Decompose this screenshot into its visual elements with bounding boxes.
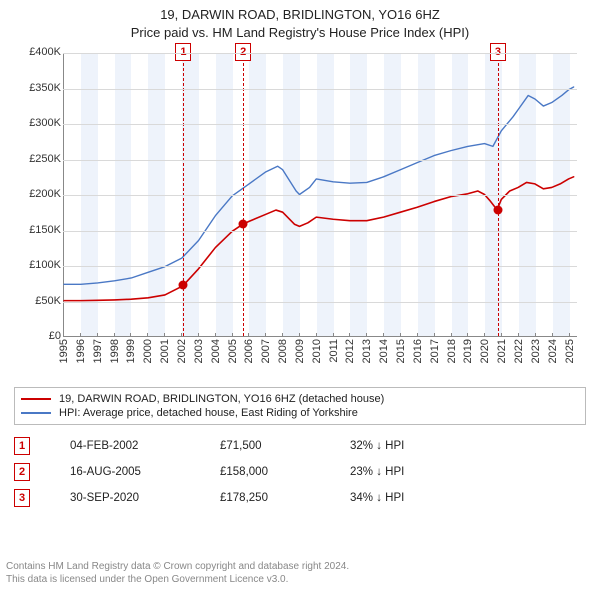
x-tick-label: 2025: [564, 339, 576, 363]
legend-label-property: 19, DARWIN ROAD, BRIDLINGTON, YO16 6HZ (…: [59, 393, 384, 405]
x-tick-label: 1999: [125, 339, 137, 363]
sale-marker: [239, 219, 248, 228]
x-tick-label: 2004: [210, 339, 222, 363]
legend: 19, DARWIN ROAD, BRIDLINGTON, YO16 6HZ (…: [14, 387, 586, 425]
y-tick-label: £300K: [29, 117, 61, 129]
gridline: [63, 266, 577, 267]
sale-row-flag: 2: [14, 463, 30, 481]
gridline: [63, 231, 577, 232]
legend-swatch-hpi: [21, 412, 51, 414]
gridline: [63, 160, 577, 161]
sale-row-diff: 32% ↓ HPI: [350, 440, 404, 452]
title-line-1: 19, DARWIN ROAD, BRIDLINGTON, YO16 6HZ: [0, 6, 600, 24]
legend-label-hpi: HPI: Average price, detached house, East…: [59, 407, 358, 419]
x-tick-label: 2017: [429, 339, 441, 363]
y-tick-label: £50K: [35, 295, 61, 307]
sale-flag: 3: [490, 43, 506, 61]
y-tick-label: £400K: [29, 46, 61, 58]
sale-row-price: £178,250: [220, 492, 310, 504]
sale-flag: 1: [175, 43, 191, 61]
footnote-line-2: This data is licensed under the Open Gov…: [6, 574, 594, 587]
x-tick-label: 2023: [530, 339, 542, 363]
legend-row-property: 19, DARWIN ROAD, BRIDLINGTON, YO16 6HZ (…: [21, 392, 579, 406]
price-chart: 123 £0£50K£100K£150K£200K£250K£300K£350K…: [15, 45, 585, 385]
sale-row-diff: 23% ↓ HPI: [350, 466, 404, 478]
gridline: [63, 302, 577, 303]
x-tick-label: 2022: [513, 339, 525, 363]
x-tick-label: 2018: [446, 339, 458, 363]
title-line-2: Price paid vs. HM Land Registry's House …: [0, 24, 600, 42]
x-tick-label: 2002: [176, 339, 188, 363]
legend-row-hpi: HPI: Average price, detached house, East…: [21, 406, 579, 420]
sale-row-date: 16-AUG-2005: [70, 466, 180, 478]
x-tick-label: 2009: [294, 339, 306, 363]
x-tick-label: 2016: [412, 339, 424, 363]
x-tick-label: 2019: [462, 339, 474, 363]
y-tick-label: £100K: [29, 259, 61, 271]
x-tick-label: 2011: [328, 339, 340, 363]
sale-flag: 2: [235, 43, 251, 61]
sale-row-price: £71,500: [220, 440, 310, 452]
x-tick-label: 1998: [109, 339, 121, 363]
sale-marker: [179, 281, 188, 290]
chart-title: 19, DARWIN ROAD, BRIDLINGTON, YO16 6HZ P…: [0, 0, 600, 41]
sale-row-date: 04-FEB-2002: [70, 440, 180, 452]
x-tick-label: 2007: [260, 339, 272, 363]
sale-row-flag: 3: [14, 489, 30, 507]
x-tick-label: 2000: [142, 339, 154, 363]
gridline: [63, 124, 577, 125]
x-tick-label: 1995: [58, 339, 70, 363]
sale-row: 2 16-AUG-2005 £158,000 23% ↓ HPI: [14, 459, 586, 485]
x-tick-label: 2021: [496, 339, 508, 363]
sale-row-diff: 34% ↓ HPI: [350, 492, 404, 504]
gridline: [63, 53, 577, 54]
x-tick-label: 2024: [547, 339, 559, 363]
x-tick-label: 2001: [159, 339, 171, 363]
gridline: [63, 195, 577, 196]
x-tick-label: 2010: [311, 339, 323, 363]
x-tick-label: 2013: [361, 339, 373, 363]
x-tick-label: 1997: [92, 339, 104, 363]
sale-row: 1 04-FEB-2002 £71,500 32% ↓ HPI: [14, 433, 586, 459]
gridline: [63, 89, 577, 90]
sale-marker: [493, 205, 502, 214]
y-tick-label: £250K: [29, 153, 61, 165]
sales-table: 1 04-FEB-2002 £71,500 32% ↓ HPI 2 16-AUG-2005…: [14, 433, 586, 511]
sale-row-price: £158,000: [220, 466, 310, 478]
x-tick-label: 2020: [479, 339, 491, 363]
y-tick-label: £350K: [29, 82, 61, 94]
legend-swatch-property: [21, 398, 51, 400]
footnote: Contains HM Land Registry data © Crown c…: [6, 561, 594, 586]
footnote-line-1: Contains HM Land Registry data © Crown c…: [6, 561, 594, 574]
sale-row: 3 30-SEP-2020 £178,250 34% ↓ HPI: [14, 485, 586, 511]
x-tick-label: 2006: [243, 339, 255, 363]
x-tick-label: 2012: [344, 339, 356, 363]
x-tick-label: 2014: [378, 339, 390, 363]
sale-row-flag: 1: [14, 437, 30, 455]
sale-row-date: 30-SEP-2020: [70, 492, 180, 504]
x-tick-label: 2008: [277, 339, 289, 363]
x-tick-label: 1996: [75, 339, 87, 363]
x-tick-label: 2003: [193, 339, 205, 363]
y-tick-label: £150K: [29, 224, 61, 236]
x-tick-label: 2005: [227, 339, 239, 363]
x-tick-label: 2015: [395, 339, 407, 363]
y-tick-label: £200K: [29, 188, 61, 200]
